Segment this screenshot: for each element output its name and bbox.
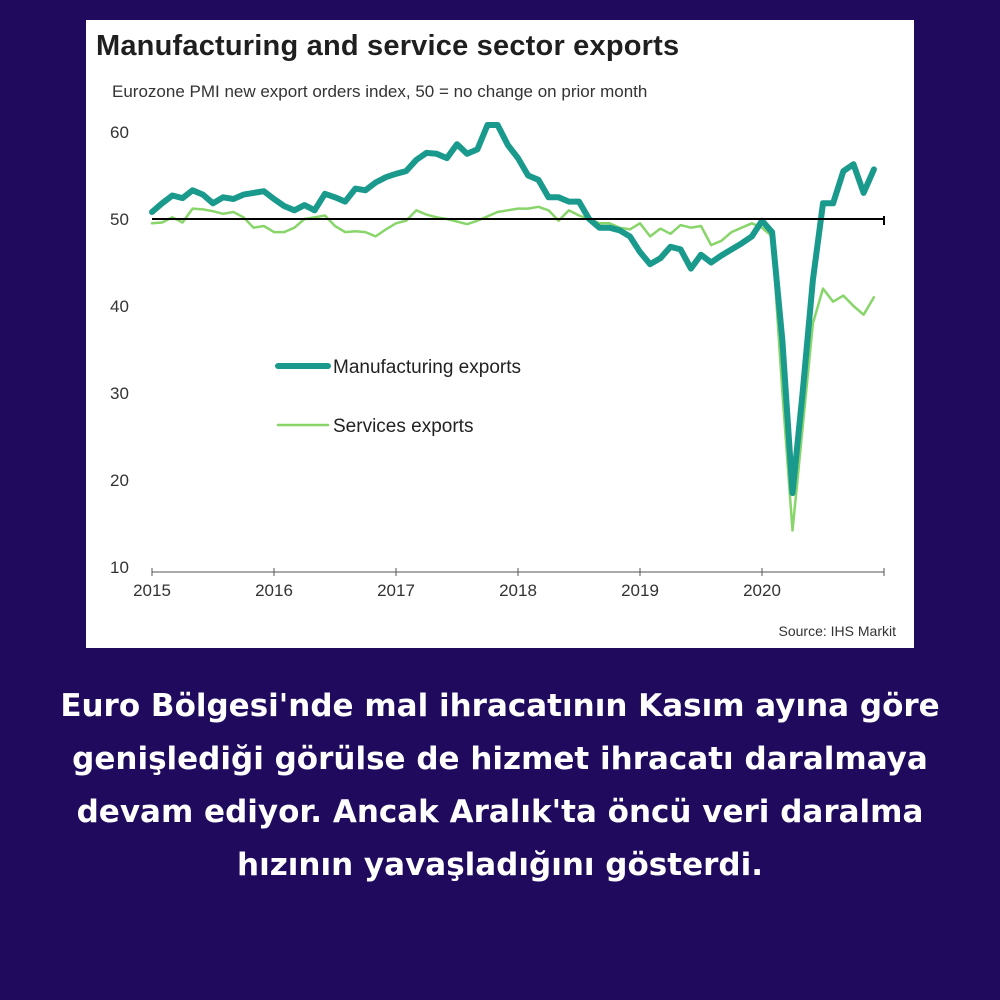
x-tick-label: 2016 [255, 581, 293, 600]
chart-source: Source: IHS Markit [778, 623, 896, 639]
legend-services-label: Services exports [333, 416, 473, 437]
x-tick-label: 2019 [621, 581, 659, 600]
x-tick-label: 2018 [499, 581, 537, 600]
manufacturing-exports-line [149, 122, 877, 497]
y-tick-label: 40 [110, 297, 129, 316]
x-tick-label: 2020 [743, 581, 781, 600]
chart-subtitle: Eurozone PMI new export orders index, 50… [112, 82, 648, 101]
chart-card: Manufacturing and service sector exports… [86, 20, 914, 648]
y-tick-label: 50 [110, 210, 129, 229]
x-tick-label: 2017 [377, 581, 415, 600]
y-tick-label: 20 [110, 471, 129, 490]
y-tick-label: 60 [110, 123, 129, 142]
x-tick-label: 2015 [133, 581, 171, 600]
y-tick-label: 10 [110, 558, 129, 577]
chart-title: Manufacturing and service sector exports [96, 30, 680, 62]
line-chart: 10 20 30 40 50 60 2015 2016 2017 2018 2019 2020 Manu… [110, 122, 885, 600]
services-exports-line [150, 205, 876, 532]
legend-manufacturing-label: Manufacturing exports [333, 357, 521, 378]
y-tick-label: 30 [110, 384, 129, 403]
caption-text: Euro Bölgesi'nde mal ihracatının Kasım a… [60, 688, 940, 883]
